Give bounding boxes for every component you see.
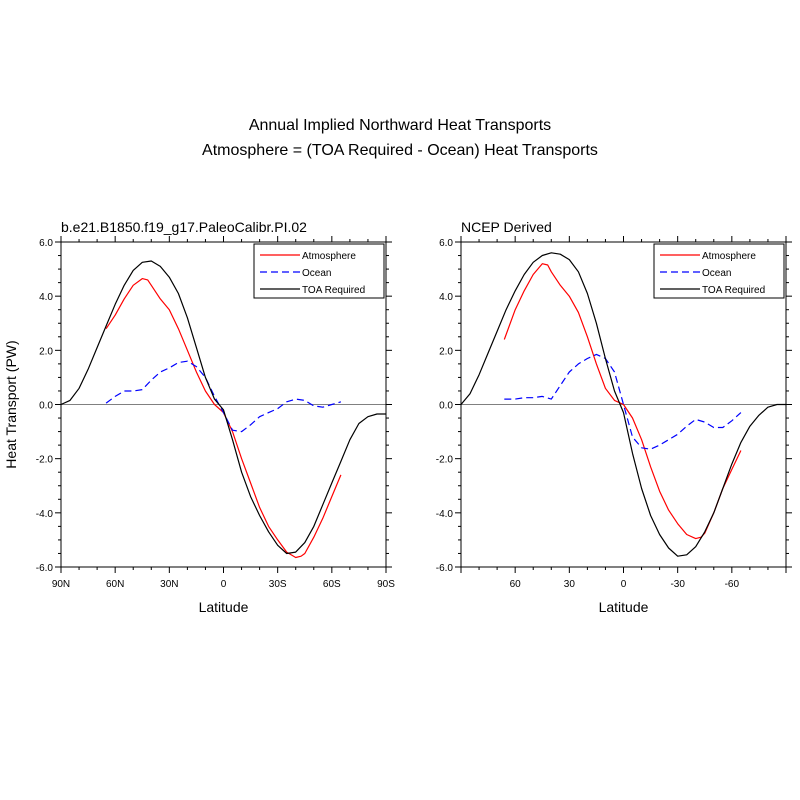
chart0-xtick-label: 90N [52, 579, 70, 590]
chart0-legend-label: Ocean [302, 268, 331, 279]
chart1-legend-label: TOA Required [702, 285, 765, 296]
chart1-series-toa-required [460, 252, 786, 557]
chart0-xtick-label: 30S [269, 579, 287, 590]
chart0-ytick-label: -4.0 [36, 509, 54, 520]
chart0-ytick-label: 4.0 [39, 292, 53, 303]
figure-subtitle: Atmosphere = (TOA Required - Ocean) Heat… [202, 142, 598, 159]
chart1-ytick-label: 6.0 [439, 238, 453, 249]
chart0-xtick-label: 0 [221, 579, 227, 590]
chart1-ytick-label: 2.0 [439, 346, 453, 357]
chart1-xtick-label: 0 [621, 579, 627, 590]
chart0-xtick-label: 60S [323, 579, 341, 590]
chart0-ytick-label: 2.0 [39, 346, 53, 357]
chart1-legend-label: Atmosphere [702, 251, 756, 262]
chart0-ytick-label: 0.0 [39, 401, 53, 412]
chart1-ytick-label: 4.0 [439, 292, 453, 303]
chart0-ylabel: Heat Transport (PW) [3, 340, 19, 468]
chart0-ytick-label: -2.0 [36, 455, 54, 466]
chart0-legend-label: Atmosphere [302, 251, 356, 262]
chart1-series-ocean [504, 353, 742, 450]
chart0-ytick-label: -6.0 [36, 563, 54, 574]
chart0-xlabel: Latitude [199, 599, 249, 615]
chart1-ytick-label: -2.0 [436, 455, 454, 466]
chart1-xtick-label: 30 [564, 579, 576, 590]
chart1-ytick-label: -6.0 [436, 563, 454, 574]
figure-title: Annual Implied Northward Heat Transports [248, 117, 552, 134]
chart1-legend-label: Ocean [702, 268, 731, 279]
chart1-xtick-label: 60 [510, 579, 522, 590]
chart1-ytick-label: 0.0 [439, 401, 453, 412]
chart0-legend-label: TOA Required [302, 285, 365, 296]
chart1-xlabel: Latitude [599, 599, 649, 615]
chart0-ytick-label: 6.0 [39, 238, 53, 249]
chart0-series-toa-required [60, 260, 386, 555]
chart0-xtick-label: 30N [160, 579, 178, 590]
chart1-ytick-label: -4.0 [436, 509, 454, 520]
chart0-series-ocean [105, 360, 342, 433]
chart1-panel-title: NCEP Derived [461, 219, 552, 235]
chart0-xtick-label: 90S [377, 579, 395, 590]
chart0-panel-title: b.e21.B1850.f19_g17.PaleoCalibr.PI.02 [61, 219, 307, 235]
chart1-xtick-label: -30 [670, 579, 685, 590]
chart1-xtick-label: -60 [725, 579, 740, 590]
chart0-xtick-label: 60N [106, 579, 124, 590]
